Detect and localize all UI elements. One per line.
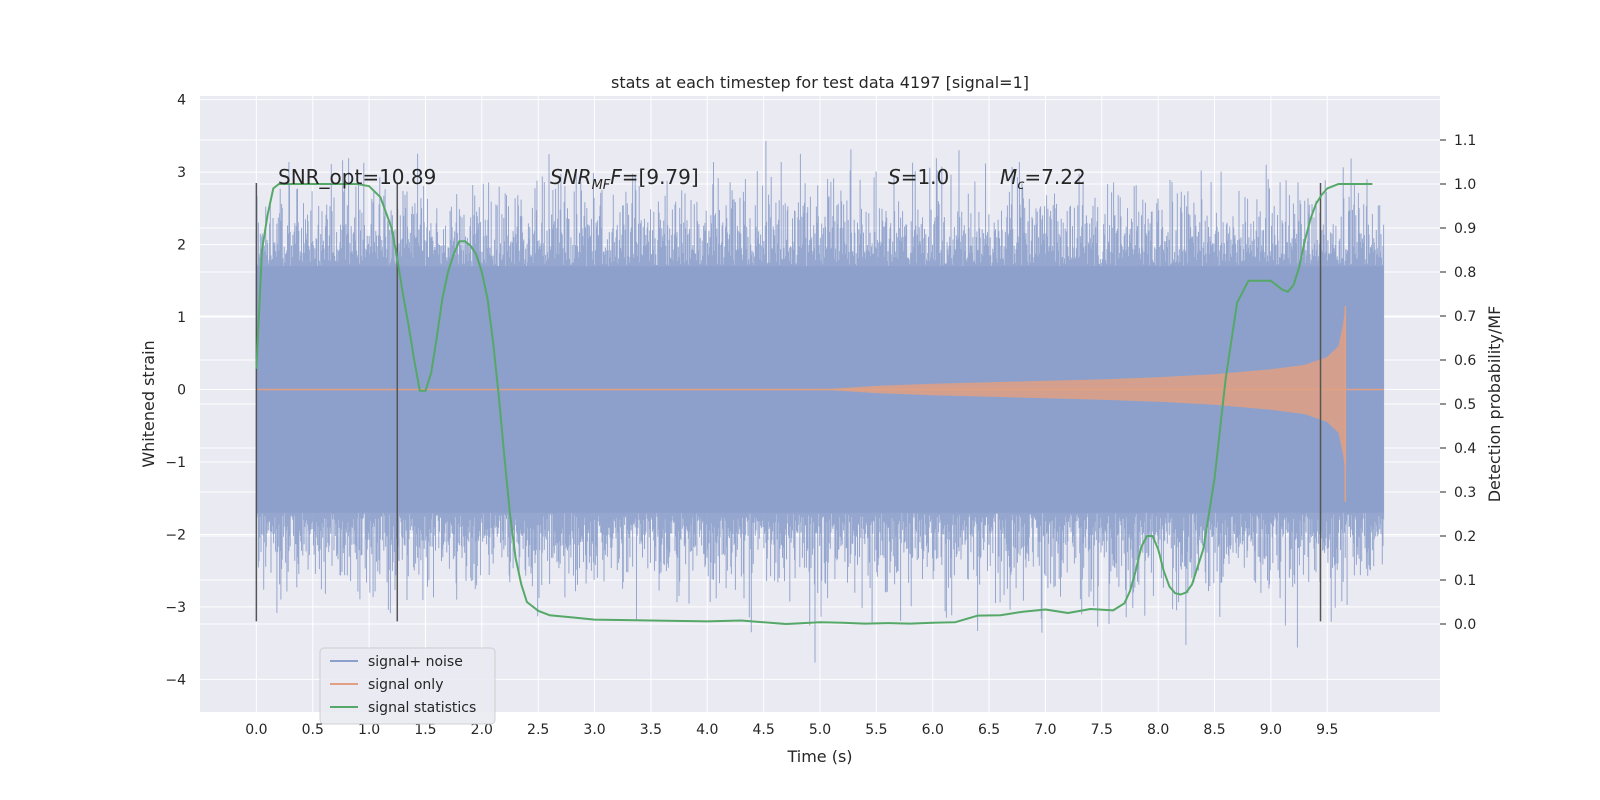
x-tick-label: 1.5 bbox=[414, 722, 436, 738]
x-tick-label: 2.0 bbox=[471, 722, 493, 738]
y-right-axis-label: Detection probability/MF bbox=[1485, 306, 1504, 503]
y-left-tick-label: −1 bbox=[165, 455, 186, 471]
y-left-tick-label: 3 bbox=[177, 165, 186, 181]
y-left-axis-ticks: 4 3 2 1 0 −1 −2 −3 −4 bbox=[165, 93, 186, 689]
annotation-snr-mf: SNRMFF=[9.79] bbox=[550, 165, 699, 193]
y-right-tick-label: 0.7 bbox=[1454, 309, 1476, 325]
y-left-tick-label: 4 bbox=[177, 93, 186, 109]
x-tick-label: 7.0 bbox=[1034, 722, 1056, 738]
y-right-tick-label: 1.0 bbox=[1454, 177, 1476, 193]
y-right-tick-label: 1.1 bbox=[1454, 133, 1476, 149]
y-left-tick-label: −4 bbox=[165, 672, 186, 688]
x-tick-label: 4.5 bbox=[753, 722, 775, 738]
x-tick-label: 9.0 bbox=[1260, 722, 1282, 738]
x-tick-label: 4.0 bbox=[696, 722, 718, 738]
y-left-axis-label: Whitened strain bbox=[139, 340, 158, 467]
annotation-s: S=1.0 bbox=[888, 165, 949, 189]
y-right-tick-label: 0.1 bbox=[1454, 573, 1476, 589]
x-tick-label: 6.0 bbox=[922, 722, 944, 738]
signal-envelope bbox=[256, 306, 1346, 473]
x-tick-label: 3.0 bbox=[583, 722, 605, 738]
x-tick-label: 9.5 bbox=[1316, 722, 1338, 738]
y-left-tick-label: 1 bbox=[177, 310, 186, 326]
legend-label-signal-noise: signal+ noise bbox=[368, 654, 463, 670]
y-right-tick-label: 0.6 bbox=[1454, 353, 1476, 369]
chart-title: stats at each timestep for test data 419… bbox=[611, 73, 1029, 92]
y-left-tick-label: −3 bbox=[165, 600, 186, 616]
y-right-tick-label: 0.0 bbox=[1454, 617, 1476, 633]
x-tick-label: 0.5 bbox=[302, 722, 324, 738]
x-tick-label: 5.5 bbox=[865, 722, 887, 738]
annotation-snr-opt: SNR_opt=10.89 bbox=[278, 165, 436, 189]
x-axis-label: Time (s) bbox=[786, 747, 852, 766]
legend-label-signal-statistics: signal statistics bbox=[368, 700, 476, 716]
x-tick-label: 7.5 bbox=[1091, 722, 1113, 738]
y-right-tick-label: 0.9 bbox=[1454, 221, 1476, 237]
x-tick-label: 1.0 bbox=[358, 722, 380, 738]
y-left-tick-label: 0 bbox=[177, 383, 186, 399]
y-right-tick-label: 0.8 bbox=[1454, 265, 1476, 281]
x-tick-label: 0.0 bbox=[245, 722, 267, 738]
y-right-tick-label: 0.3 bbox=[1454, 485, 1476, 501]
x-tick-label: 5.0 bbox=[809, 722, 831, 738]
series-signal-only bbox=[256, 306, 1384, 502]
legend-box bbox=[319, 647, 496, 725]
x-tick-label: 8.0 bbox=[1147, 722, 1169, 738]
series-signal-statistics bbox=[255, 183, 1373, 625]
legend: signal+ noise signal only signal statist… bbox=[319, 647, 496, 725]
x-axis-ticks: 0.0 0.5 1.0 1.5 2.0 2.5 3.0 3.5 4.0 4.5 5.0 5.5 6.0 6… bbox=[245, 722, 1338, 738]
annotation-mc: Mc=7.22 bbox=[1000, 165, 1086, 193]
y-left-tick-label: −2 bbox=[165, 527, 186, 543]
y-right-tick-label: 0.2 bbox=[1454, 529, 1476, 545]
legend-label-signal-only: signal only bbox=[368, 677, 443, 693]
x-tick-label: 3.5 bbox=[640, 722, 662, 738]
y-right-axis-ticks: 1.1 1.0 0.9 0.8 0.7 0.6 0.5 0.4 0.3 0.2 0.1 0.0 bbox=[1440, 133, 1476, 633]
x-tick-label: 6.5 bbox=[978, 722, 1000, 738]
statistics-line bbox=[255, 183, 1373, 625]
x-tick-label: 2.5 bbox=[527, 722, 549, 738]
y-right-tick-label: 0.4 bbox=[1454, 441, 1476, 457]
y-right-tick-label: 0.5 bbox=[1454, 397, 1476, 413]
y-left-tick-label: 2 bbox=[177, 238, 186, 254]
x-tick-label: 8.5 bbox=[1203, 722, 1225, 738]
